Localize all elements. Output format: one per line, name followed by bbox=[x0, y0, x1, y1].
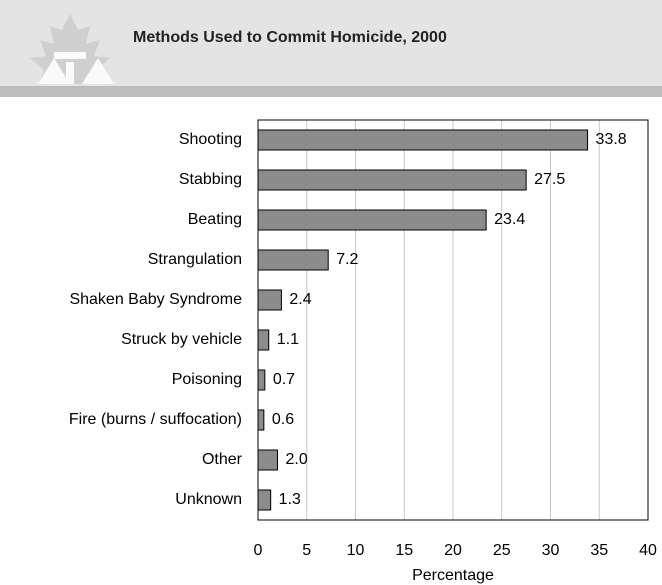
value-label: 7.2 bbox=[336, 251, 358, 268]
bar bbox=[257, 329, 270, 351]
bar bbox=[257, 169, 527, 191]
y-tick-label: Stabbing bbox=[179, 171, 242, 188]
value-label: 2.4 bbox=[289, 291, 311, 308]
y-tick-label: Other bbox=[202, 451, 243, 468]
bar bbox=[257, 129, 589, 151]
chart-title: Methods Used to Commit Homicide, 2000 bbox=[133, 29, 447, 46]
x-tick-label: 5 bbox=[302, 542, 311, 559]
x-tick-label: 40 bbox=[639, 542, 657, 559]
x-tick-label: 35 bbox=[590, 542, 608, 559]
value-label: 0.7 bbox=[273, 371, 295, 388]
header-strip bbox=[0, 86, 662, 97]
value-label: 1.1 bbox=[277, 331, 299, 348]
value-label: 0.6 bbox=[272, 411, 294, 428]
y-tick-label: Shaken Baby Syndrome bbox=[69, 291, 242, 308]
y-tick-label: Fire (burns / suffocation) bbox=[69, 411, 242, 428]
value-label: 23.4 bbox=[494, 211, 525, 228]
value-label: 27.5 bbox=[534, 171, 565, 188]
value-label: 1.3 bbox=[279, 491, 301, 508]
y-tick-label: Poisoning bbox=[172, 371, 242, 388]
y-tick-label: Unknown bbox=[175, 491, 242, 508]
y-tick-label: Strangulation bbox=[148, 251, 242, 268]
bar bbox=[257, 289, 282, 311]
bar bbox=[257, 209, 487, 231]
x-tick-label: 0 bbox=[254, 542, 263, 559]
bar bbox=[257, 369, 266, 391]
logo bbox=[30, 14, 114, 84]
y-tick-label: Beating bbox=[188, 211, 242, 228]
y-tick-label: Shooting bbox=[179, 131, 242, 148]
x-tick-label: 25 bbox=[493, 542, 511, 559]
y-tick-label: Struck by vehicle bbox=[121, 331, 242, 348]
x-axis-label: Percentage bbox=[412, 567, 494, 584]
bar bbox=[257, 449, 278, 471]
bar bbox=[257, 409, 265, 431]
bar bbox=[257, 489, 272, 511]
x-tick-label: 30 bbox=[542, 542, 560, 559]
x-tick-label: 15 bbox=[395, 542, 413, 559]
plot-frame bbox=[257, 119, 649, 521]
x-tick-label: 20 bbox=[444, 542, 462, 559]
value-label: 33.8 bbox=[596, 131, 627, 148]
bar bbox=[257, 249, 329, 271]
x-tick-label: 10 bbox=[347, 542, 365, 559]
value-label: 2.0 bbox=[286, 451, 308, 468]
